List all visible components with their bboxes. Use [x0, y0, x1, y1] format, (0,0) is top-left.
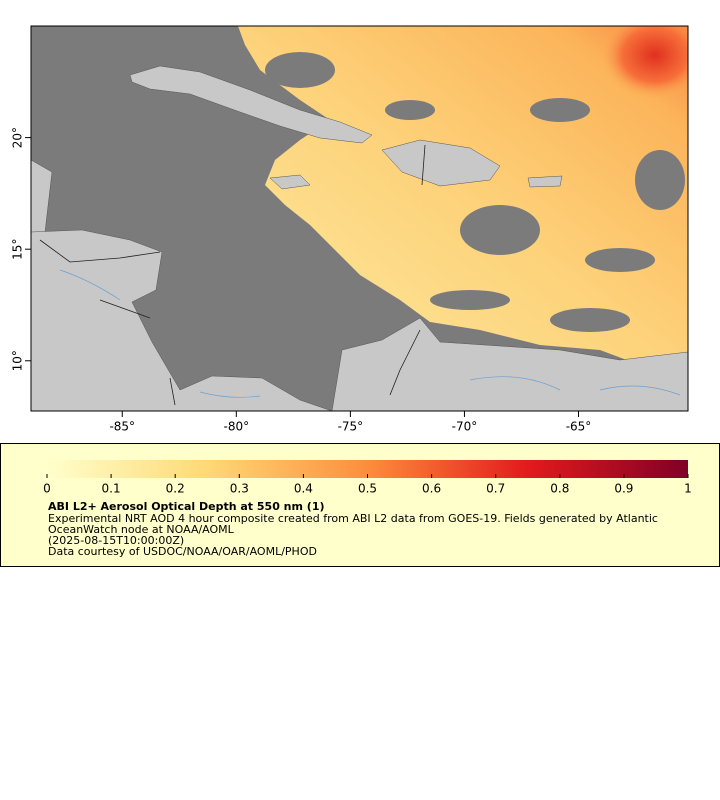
colorbar-tick-label: 0.7	[486, 482, 505, 496]
credit: Data courtesy of USDOC/NOAA/OAR/AOML/PHO…	[48, 545, 317, 558]
colorbar-tick-label: 0.8	[550, 482, 569, 496]
colorbar-tick-label: 0.4	[294, 482, 313, 496]
colorbar	[47, 460, 688, 478]
aod-plume	[600, 26, 688, 100]
time-stamp: (2025-08-15T10:00:00Z)	[48, 534, 184, 547]
borders	[39, 144, 426, 406]
colorbar-tick-label: 0	[43, 482, 51, 496]
x-tick-label: -85°	[109, 420, 135, 434]
colorbar-tick-label: 0.2	[166, 482, 185, 496]
x-tick-label: -75°	[338, 420, 364, 434]
y-tick-label: 20°	[11, 127, 25, 148]
y-tick-label: 15°	[11, 239, 25, 260]
x-tick-label: -80°	[224, 420, 250, 434]
colorbar-tick-label: 1	[684, 482, 692, 496]
no-data	[265, 52, 685, 332]
map-frame	[30, 25, 689, 412]
colorbar-tick-label: 0.1	[102, 482, 121, 496]
description-line: OceanWatch node at NOAA/AOML	[48, 523, 235, 536]
map	[31, 26, 688, 411]
description-line: Experimental NRT AOD 4 hour composite cr…	[48, 512, 658, 525]
x-tick-label: -70°	[452, 420, 478, 434]
colorbar-tick-label: 0.3	[230, 482, 249, 496]
colorbar-axis: 0 0.1 0.2 0.3 0.4 0.5 0.6 0.7 0.8 0.9 1	[43, 474, 692, 496]
y-tick-label: 10°	[11, 350, 25, 371]
land	[31, 65, 688, 411]
colorbar-tick-label: 0.5	[358, 482, 377, 496]
colorbar-tick-label: 0.9	[614, 482, 633, 496]
rivers	[59, 269, 681, 398]
axes: -85° -80° -75° -70° -65° 10° 15° 20°	[11, 127, 592, 434]
legend-title: ABI L2+ Aerosol Optical Depth at 550 nm …	[48, 500, 325, 513]
x-tick-label: -65°	[566, 420, 592, 434]
colorbar-tick-label: 0.6	[422, 482, 441, 496]
